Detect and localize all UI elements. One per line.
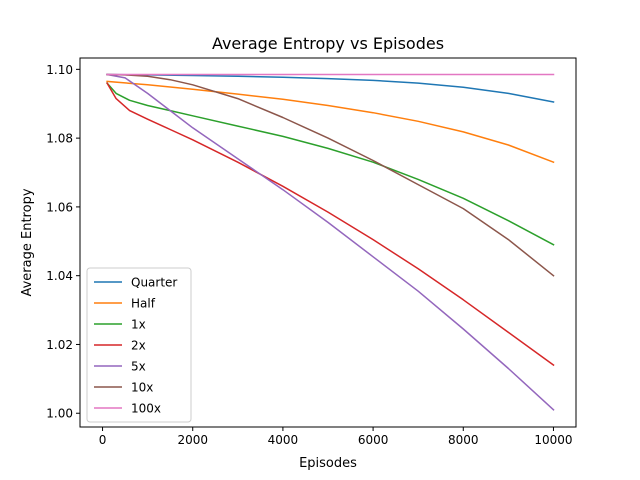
x-tick-label: 4000 (268, 433, 299, 447)
series-line-1x (106, 82, 555, 246)
y-tick-label: 1.06 (46, 200, 73, 214)
y-axis-label: Average Entropy (20, 188, 35, 296)
x-tick-label: 2000 (177, 433, 208, 447)
y-tick-label: 1.04 (46, 269, 73, 283)
x-tick-label: 10000 (534, 433, 572, 447)
x-axis-label: Episodes (299, 456, 357, 471)
series-line-quarter (106, 73, 555, 103)
y-axis-ticks: 1.00 1.02 1.04 1.06 1.08 1.10 (46, 63, 80, 421)
legend-label: Quarter (131, 276, 177, 290)
series-line-half (106, 80, 555, 164)
legend-label: 5x (131, 360, 146, 374)
x-tick-label: 6000 (358, 433, 389, 447)
series-layer (106, 73, 555, 411)
x-tick-label: 8000 (448, 433, 479, 447)
series-line-5x (106, 73, 555, 411)
y-tick-label: 1.08 (46, 132, 73, 146)
legend-label: 2x (131, 339, 146, 353)
legend-box (86, 267, 192, 423)
chart-title: Average Entropy vs Episodes (212, 34, 444, 53)
y-tick-label: 1.00 (46, 407, 73, 421)
series-line-10x (106, 73, 555, 277)
legend-label: 10x (131, 381, 153, 395)
y-tick-label: 1.10 (46, 63, 73, 77)
legend-label: 100x (131, 402, 161, 416)
x-tick-label: 0 (99, 433, 107, 447)
legend-label: Half (131, 297, 156, 311)
y-tick-label: 1.02 (46, 338, 73, 352)
x-axis-ticks: 0 2000 4000 6000 8000 10000 (99, 427, 573, 447)
plot-frame (79, 57, 577, 428)
legend-label: 1x (131, 318, 146, 332)
legend: Quarter Half 1x 2x 5x 10x 100x (86, 267, 192, 423)
